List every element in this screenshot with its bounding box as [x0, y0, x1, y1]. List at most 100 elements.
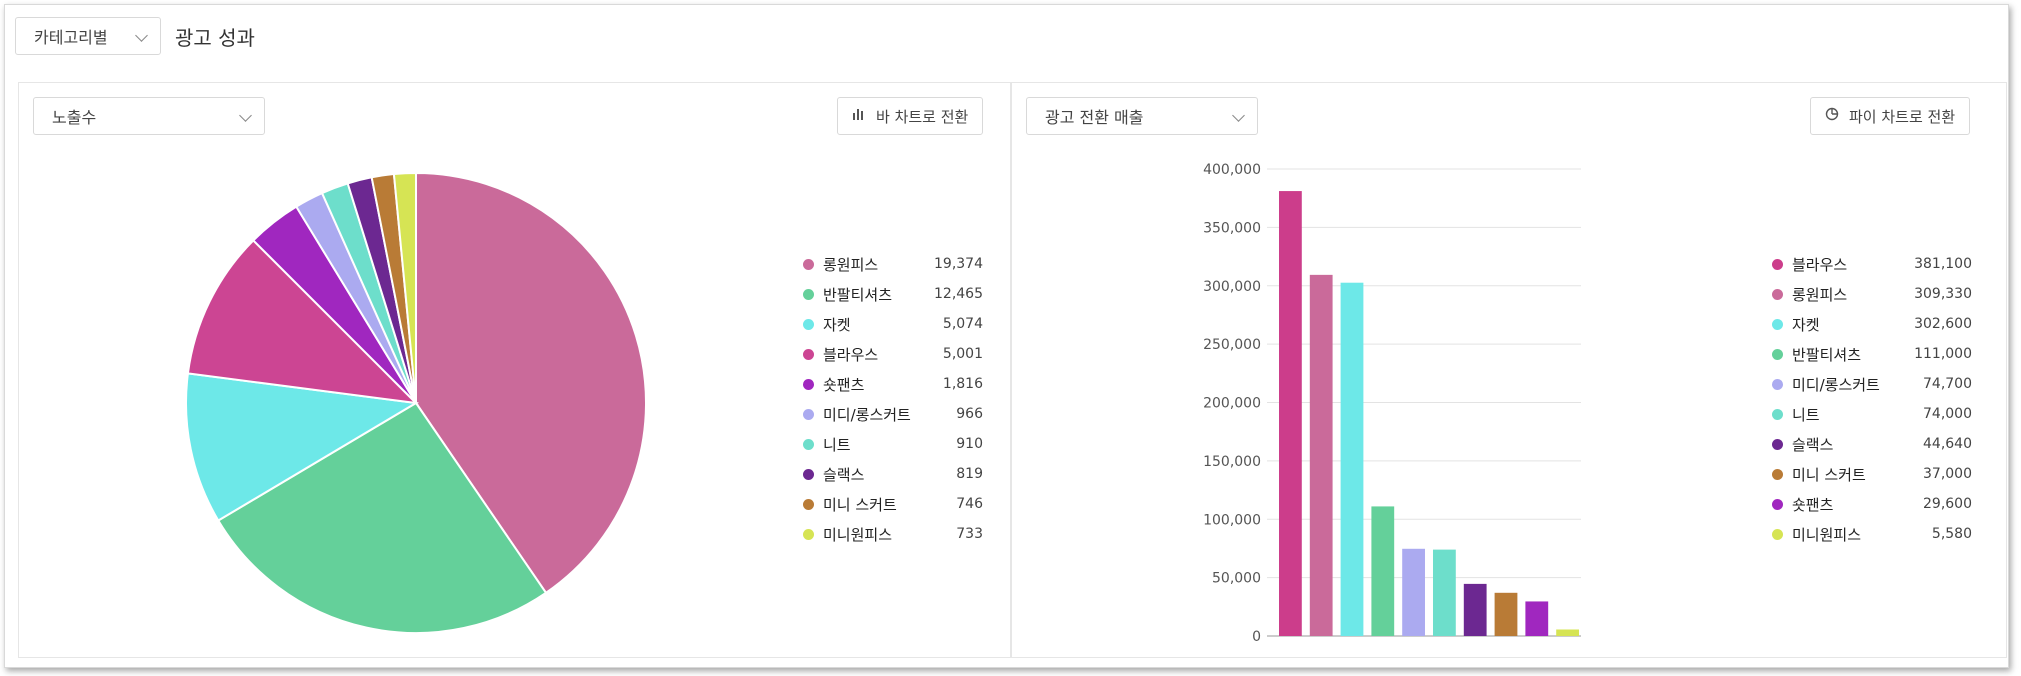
legend-label: 미니 스커트 — [823, 495, 897, 514]
pie-slice[interactable] — [392, 171, 417, 404]
legend-label: 블라우스 — [823, 345, 879, 364]
page-title: 광고 성과 — [175, 25, 255, 50]
pie-chart-panel: 노출수 바 차트로 전환 롱원피스 19,374 반팔티셔츠 12,465 자켓 5,07… — [18, 82, 1011, 658]
legend-item[interactable]: 미디/롱스커트 74,700 — [1772, 373, 1972, 395]
legend-item[interactable]: 반팔티셔츠 12,465 — [803, 283, 983, 305]
y-tick-label: 100,000 — [1203, 512, 1261, 528]
legend-label: 롱원피스 — [1792, 285, 1848, 304]
bar-chart-panel: 광고 전환 매출 파이 차트로 전환 0 50,000 100,000 150,000… — [1011, 82, 2007, 658]
legend-item[interactable]: 미니원피스 5,580 — [1772, 523, 1972, 545]
legend-value: 74,700 — [1923, 376, 1972, 392]
legend-item[interactable]: 미니 스커트 37,000 — [1772, 463, 1972, 485]
legend-item[interactable]: 숏팬츠 29,600 — [1772, 493, 1972, 515]
legend-label: 미니 스커트 — [1792, 465, 1866, 484]
legend-label: 숏팬츠 — [1792, 495, 1834, 514]
category-select-value: 카테고리별 — [34, 28, 108, 47]
legend-label: 반팔티셔츠 — [823, 285, 893, 304]
category-select[interactable]: 카테고리별 — [15, 17, 161, 55]
legend-swatch — [1772, 408, 1783, 420]
legend-item[interactable]: 반팔티셔츠 111,000 — [1772, 343, 1972, 365]
legend-swatch — [1772, 258, 1783, 270]
legend-value: 12,465 — [934, 286, 983, 302]
legend-swatch — [1772, 348, 1783, 360]
bar-chart-icon — [852, 108, 866, 124]
legend-item[interactable]: 슬랙스 819 — [803, 463, 983, 485]
legend-item[interactable]: 롱원피스 309,330 — [1772, 283, 1972, 305]
legend-label: 미니원피스 — [1792, 525, 1862, 544]
legend-swatch — [1772, 318, 1783, 330]
switch-to-pie-button[interactable]: 파이 차트로 전환 — [1810, 97, 1971, 135]
pie-slice[interactable] — [216, 401, 548, 635]
legend-item[interactable]: 숏팬츠 1,816 — [803, 373, 983, 395]
y-tick-label: 150,000 — [1203, 454, 1261, 470]
bar[interactable] — [1340, 282, 1364, 636]
legend-swatch — [1772, 378, 1783, 390]
legend-swatch — [803, 408, 814, 420]
legend-item[interactable]: 미니원피스 733 — [803, 523, 983, 545]
legend-item[interactable]: 자켓 5,074 — [803, 313, 983, 335]
metric-select-value: 노출수 — [52, 108, 97, 127]
legend-item[interactable]: 미디/롱스커트 966 — [803, 403, 983, 425]
legend-item[interactable]: 블라우스 381,100 — [1772, 253, 1972, 275]
legend-value: 37,000 — [1923, 466, 1972, 482]
legend-item[interactable]: 니트 74,000 — [1772, 403, 1972, 425]
legend-item[interactable]: 미니 스커트 746 — [803, 493, 983, 515]
y-tick-label: 400,000 — [1203, 162, 1261, 178]
legend-item[interactable]: 니트 910 — [803, 433, 983, 455]
legend-label: 블라우스 — [1792, 255, 1848, 274]
switch-to-bar-button[interactable]: 바 차트로 전환 — [837, 97, 984, 135]
legend-label: 숏팬츠 — [823, 375, 865, 394]
legend-swatch — [803, 528, 814, 540]
legend-value: 29,600 — [1923, 496, 1972, 512]
bar[interactable] — [1402, 548, 1425, 636]
legend-swatch — [803, 498, 814, 510]
bar[interactable] — [1463, 583, 1487, 636]
pie-slice[interactable] — [186, 238, 419, 405]
legend-item[interactable]: 슬랙스 44,640 — [1772, 433, 1972, 455]
legend-swatch — [803, 378, 814, 390]
bar[interactable] — [1494, 592, 1518, 636]
legend-value: 733 — [956, 526, 983, 542]
legend-value: 302,600 — [1914, 316, 1972, 332]
legend-value: 74,000 — [1923, 406, 1972, 422]
toolbar: 카테고리별 광고 성과 — [15, 16, 255, 56]
bar[interactable] — [1556, 629, 1579, 636]
pie-chart — [185, 171, 648, 635]
legend-swatch — [803, 318, 814, 330]
legend-swatch — [803, 288, 814, 300]
legend-value: 5,074 — [942, 316, 983, 332]
legend-label: 미니원피스 — [823, 525, 893, 544]
bar[interactable] — [1279, 191, 1302, 636]
legend-value: 910 — [956, 436, 983, 452]
legend-value: 746 — [956, 496, 983, 512]
metric-select-left[interactable]: 노출수 — [33, 97, 265, 135]
bar[interactable] — [1309, 274, 1333, 636]
pie-slice[interactable] — [415, 171, 648, 595]
legend-value: 966 — [956, 406, 983, 422]
legend-item[interactable]: 블라우스 5,001 — [803, 343, 983, 365]
metric-select-right[interactable]: 광고 전환 매출 — [1026, 97, 1258, 135]
legend-label: 자켓 — [1792, 315, 1820, 334]
pie-chart-icon — [1825, 107, 1839, 125]
bar[interactable] — [1371, 506, 1395, 636]
legend-value: 111,000 — [1914, 346, 1972, 362]
switch-to-bar-label: 바 차트로 전환 — [876, 107, 969, 126]
metric-select-value: 광고 전환 매출 — [1045, 108, 1144, 127]
legend-value: 1,816 — [942, 376, 983, 392]
pie-legend: 롱원피스 19,374 반팔티셔츠 12,465 자켓 5,074 블라우스 5,001 숏팬츠… — [803, 253, 1003, 544]
legend-value: 819 — [956, 466, 983, 482]
pie-slice[interactable] — [185, 372, 419, 522]
legend-value: 381,100 — [1914, 256, 1972, 272]
legend-swatch — [1772, 288, 1783, 300]
bar[interactable] — [1525, 601, 1549, 636]
bar[interactable] — [1433, 549, 1456, 636]
legend-item[interactable]: 롱원피스 19,374 — [803, 253, 983, 275]
legend-swatch — [1772, 438, 1783, 450]
legend-item[interactable]: 자켓 302,600 — [1772, 313, 1972, 335]
legend-label: 반팔티셔츠 — [1792, 345, 1862, 364]
legend-value: 309,330 — [1914, 286, 1972, 302]
y-tick-label: 350,000 — [1203, 220, 1261, 236]
y-tick-label: 50,000 — [1212, 571, 1261, 587]
legend-label: 슬랙스 — [1792, 435, 1834, 454]
legend-value: 19,374 — [934, 256, 983, 272]
